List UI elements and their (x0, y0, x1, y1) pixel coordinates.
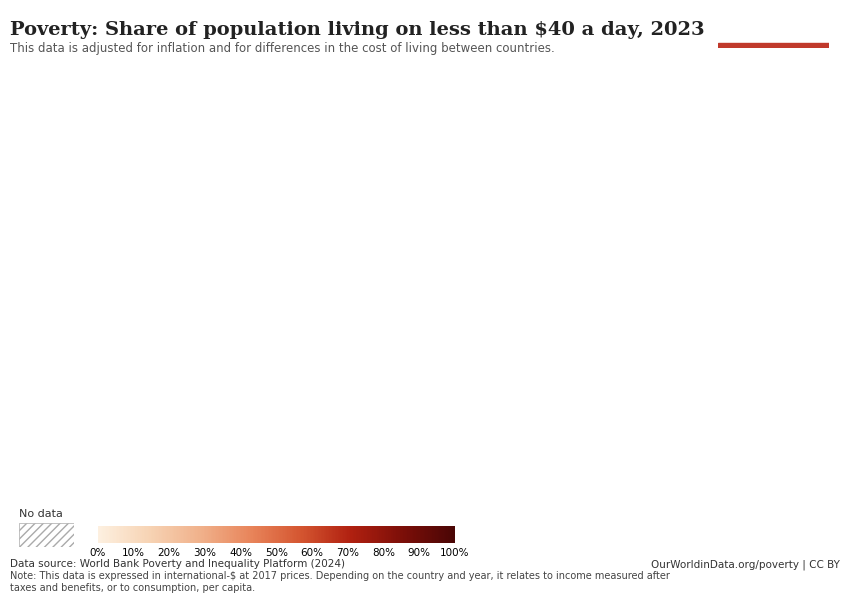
Text: Data source: World Bank Poverty and Inequality Platform (2024): Data source: World Bank Poverty and Ineq… (10, 559, 345, 569)
Bar (718, 43, 829, 48)
Text: Our World
in Data: Our World in Data (744, 10, 803, 33)
Text: This data is adjusted for inflation and for differences in the cost of living be: This data is adjusted for inflation and … (10, 42, 555, 55)
Text: Poverty: Share of population living on less than $40 a day, 2023: Poverty: Share of population living on l… (10, 21, 705, 39)
Text: Note: This data is expressed in international-$ at 2017 prices. Depending on the: Note: This data is expressed in internat… (10, 571, 670, 593)
Text: OurWorldinData.org/poverty | CC BY: OurWorldinData.org/poverty | CC BY (651, 559, 840, 570)
Text: No data: No data (19, 509, 63, 519)
